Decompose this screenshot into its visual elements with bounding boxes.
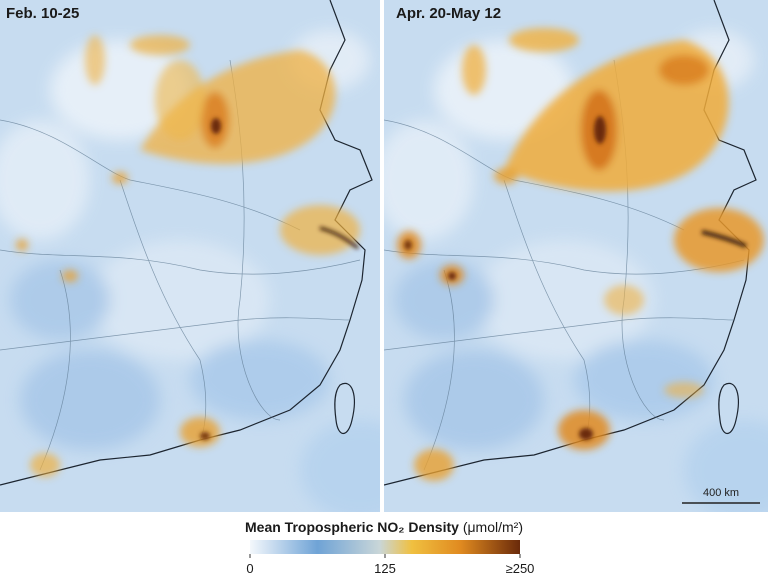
map-panel bbox=[374, 0, 768, 520]
colorbar-ticks: 0 125 ≥250 bbox=[246, 554, 534, 576]
colorbar-tick-label: 125 bbox=[374, 561, 396, 576]
scale-bar-label: 400 km bbox=[703, 487, 739, 499]
colorbar-tick-label: 0 bbox=[246, 561, 253, 576]
colorbar bbox=[250, 540, 520, 554]
map-panel bbox=[0, 0, 420, 520]
colorbar-tick-label: ≥250 bbox=[506, 561, 535, 576]
panel-label: Apr. 20-May 12 bbox=[396, 5, 501, 22]
colorbar-unit: (μmol/m²) bbox=[463, 519, 523, 535]
panel-label: Feb. 10-25 bbox=[6, 5, 79, 22]
colorbar-title-text: Mean Tropospheric NO₂ Density bbox=[245, 519, 459, 535]
colorbar-title: Mean Tropospheric NO₂ Density (μmol/m²) bbox=[245, 519, 523, 535]
